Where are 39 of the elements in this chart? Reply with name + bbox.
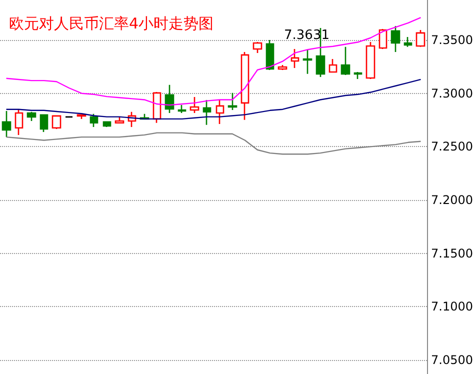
candlestick — [228, 92, 238, 111]
candlestick — [26, 111, 36, 122]
candlestick — [2, 110, 12, 138]
y-tick-label: 7.2500 — [431, 140, 474, 154]
y-tick-label: 7.3000 — [431, 86, 474, 100]
y-tick-label: 7.0500 — [431, 353, 474, 368]
text: 欧元对人民币汇率4小时走势图 — [9, 14, 214, 32]
candlestick — [328, 58, 338, 73]
candlestick — [416, 29, 426, 48]
candlestick — [252, 41, 262, 54]
candlestick — [52, 115, 62, 130]
line-series — [6, 78, 422, 120]
candlestick — [266, 39, 274, 71]
line-series — [6, 17, 422, 106]
y-tick-label: 7.1500 — [431, 246, 474, 260]
candlestick — [90, 113, 98, 128]
candlestick — [76, 114, 86, 120]
candlestick — [302, 49, 312, 75]
candlestick — [40, 114, 48, 133]
candlestick — [240, 51, 250, 121]
candlestick — [290, 48, 300, 69]
candlestick — [366, 41, 376, 80]
candlestick — [340, 46, 350, 76]
y-tick-label: 7.3500 — [431, 33, 474, 48]
candlestick — [164, 84, 174, 114]
candlestick — [190, 96, 200, 114]
candlestick — [102, 121, 112, 128]
candlestick — [14, 109, 24, 136]
candlestick — [202, 99, 212, 126]
candlestick — [178, 104, 186, 114]
candlestick — [278, 64, 288, 71]
candlestick — [390, 25, 400, 53]
y-tick-label: 7.2000 — [431, 193, 474, 208]
candlestick — [216, 99, 224, 125]
candlestick — [404, 36, 412, 48]
y-tick-label: 7.1000 — [431, 300, 474, 314]
candlestick — [114, 116, 124, 124]
candlestick — [354, 71, 362, 80]
line-series — [6, 132, 422, 155]
